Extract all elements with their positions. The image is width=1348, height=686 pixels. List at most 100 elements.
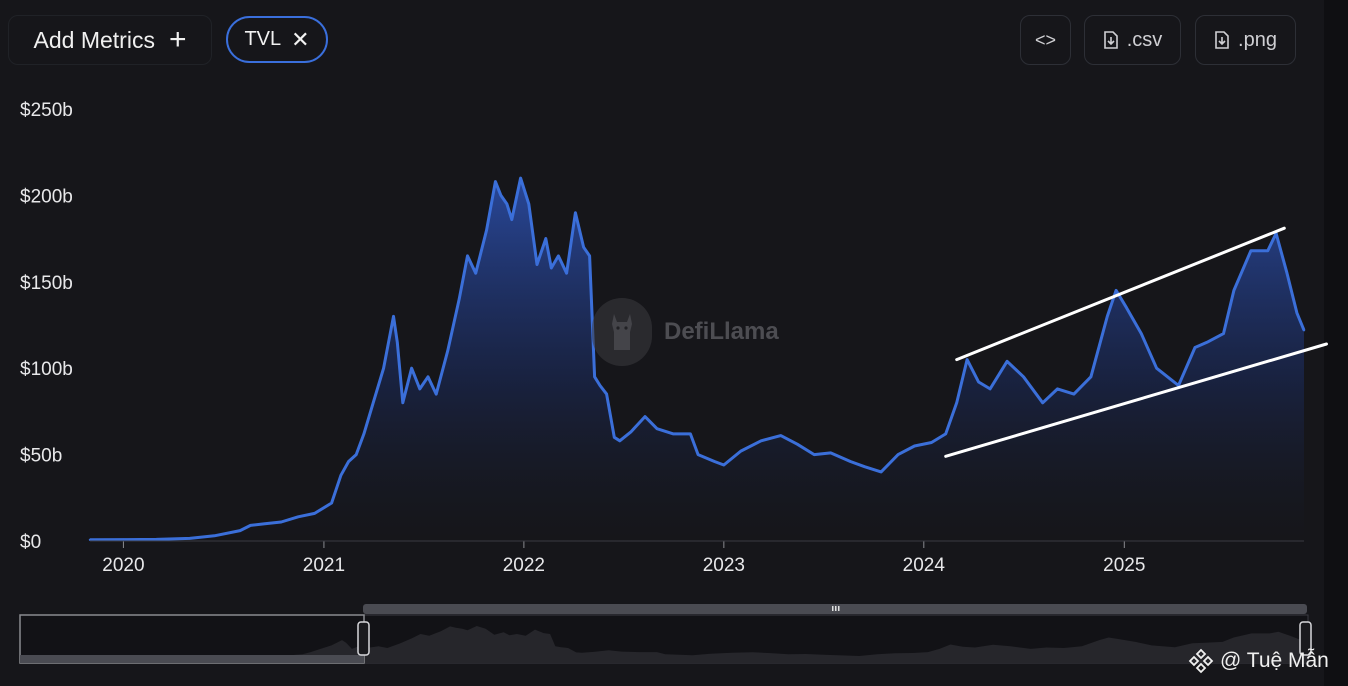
add-metrics-button[interactable]: Add Metrics + bbox=[8, 15, 212, 65]
y-tick-label: $0 bbox=[20, 532, 41, 553]
tvl-area bbox=[90, 178, 1304, 541]
x-tick-label: 2024 bbox=[903, 555, 946, 576]
data-point bbox=[213, 534, 216, 537]
data-point bbox=[879, 470, 883, 474]
data-point bbox=[550, 266, 553, 270]
data-point bbox=[505, 202, 509, 206]
data-point bbox=[813, 453, 816, 456]
embed-button[interactable]: <> bbox=[1020, 15, 1071, 65]
data-point bbox=[339, 474, 343, 477]
tvl-line bbox=[89, 176, 1306, 542]
data-point bbox=[618, 439, 621, 442]
data-point bbox=[696, 453, 700, 456]
data-point bbox=[510, 218, 513, 221]
data-point bbox=[582, 246, 585, 249]
navigator-handle-right[interactable] bbox=[1299, 621, 1312, 656]
close-icon[interactable]: ✕ bbox=[291, 26, 310, 52]
data-point bbox=[565, 272, 568, 275]
data-point bbox=[722, 463, 725, 467]
x-tick-label: 2020 bbox=[102, 555, 144, 576]
defillama-watermark: DefiLlama bbox=[592, 298, 779, 366]
trend-lines bbox=[944, 226, 1328, 458]
download-csv-button[interactable]: .csv bbox=[1084, 15, 1181, 65]
data-point bbox=[713, 460, 716, 463]
data-point bbox=[544, 237, 547, 240]
y-tick-label: $150b bbox=[20, 273, 73, 294]
download-png-button[interactable]: .png bbox=[1195, 15, 1296, 65]
data-point bbox=[1056, 387, 1059, 391]
data-point bbox=[629, 430, 632, 434]
data-point bbox=[1232, 289, 1236, 292]
png-label: .png bbox=[1238, 28, 1277, 51]
tvl-chip-label: TVL bbox=[244, 28, 282, 50]
x-axis: 2020 2021 2022 2023 2024 2025 bbox=[102, 541, 1145, 576]
data-point bbox=[499, 194, 503, 197]
data-point bbox=[593, 375, 596, 378]
data-point bbox=[535, 263, 539, 266]
data-point bbox=[613, 436, 616, 439]
file-download-icon bbox=[1215, 31, 1229, 49]
data-point bbox=[458, 297, 461, 301]
x-tick-label: 2022 bbox=[503, 555, 545, 576]
navigator-shade bbox=[20, 655, 364, 663]
data-point bbox=[1089, 375, 1093, 378]
csv-label: .csv bbox=[1126, 28, 1163, 51]
data-point bbox=[401, 401, 404, 404]
data-point bbox=[474, 272, 477, 275]
data-point bbox=[1106, 315, 1109, 318]
data-point bbox=[392, 315, 395, 318]
data-point bbox=[913, 444, 916, 448]
data-point bbox=[410, 367, 413, 370]
range-navigator[interactable] bbox=[19, 604, 1312, 664]
navigator-handle-left[interactable] bbox=[357, 621, 370, 656]
data-point bbox=[188, 537, 191, 540]
data-point bbox=[759, 439, 763, 442]
y-tick-label: $50b bbox=[20, 446, 62, 467]
data-point bbox=[1295, 311, 1299, 315]
data-point bbox=[1041, 401, 1044, 404]
trend-line bbox=[955, 226, 1286, 362]
tvl-metric-chip[interactable]: TVL ✕ bbox=[226, 16, 328, 63]
trend-line bbox=[944, 342, 1328, 458]
data-point bbox=[977, 380, 980, 384]
data-point bbox=[849, 460, 852, 463]
add-metrics-label: Add Metrics bbox=[33, 26, 155, 53]
data-point bbox=[557, 254, 560, 258]
llama-logo-icon bbox=[592, 298, 652, 366]
data-point bbox=[598, 384, 602, 387]
data-point bbox=[355, 453, 358, 456]
data-point bbox=[1266, 249, 1270, 252]
data-point bbox=[896, 453, 900, 456]
data-point bbox=[1005, 360, 1009, 363]
data-point bbox=[494, 180, 497, 183]
data-point bbox=[362, 432, 366, 436]
data-point bbox=[330, 501, 333, 505]
author-credit: @ Tuệ Mẫn bbox=[1188, 648, 1329, 674]
data-point bbox=[88, 538, 92, 541]
data-point bbox=[426, 375, 430, 378]
data-point bbox=[1072, 392, 1076, 396]
data-point bbox=[280, 520, 283, 524]
y-axis: $0 $50b $100b $150b $200b $250b bbox=[20, 100, 73, 553]
data-point bbox=[446, 349, 449, 353]
data-point bbox=[466, 254, 469, 258]
data-point bbox=[944, 432, 947, 436]
data-point bbox=[1302, 329, 1306, 332]
file-download-icon bbox=[1103, 31, 1118, 49]
scrollbar-grip-icon bbox=[832, 606, 840, 611]
right-edge bbox=[1324, 0, 1348, 686]
data-point bbox=[574, 211, 577, 214]
data-point bbox=[372, 401, 375, 404]
data-point bbox=[1114, 289, 1118, 292]
data-point bbox=[1249, 249, 1253, 252]
data-point bbox=[263, 522, 266, 525]
data-point bbox=[829, 451, 832, 455]
credit-text: @ Tuệ Mẫn bbox=[1220, 649, 1329, 672]
data-point bbox=[1125, 306, 1128, 309]
binance-icon bbox=[1188, 648, 1214, 674]
data-points bbox=[88, 176, 1306, 541]
y-tick-label: $200b bbox=[20, 186, 73, 207]
data-point bbox=[396, 341, 399, 344]
data-point bbox=[418, 387, 421, 391]
